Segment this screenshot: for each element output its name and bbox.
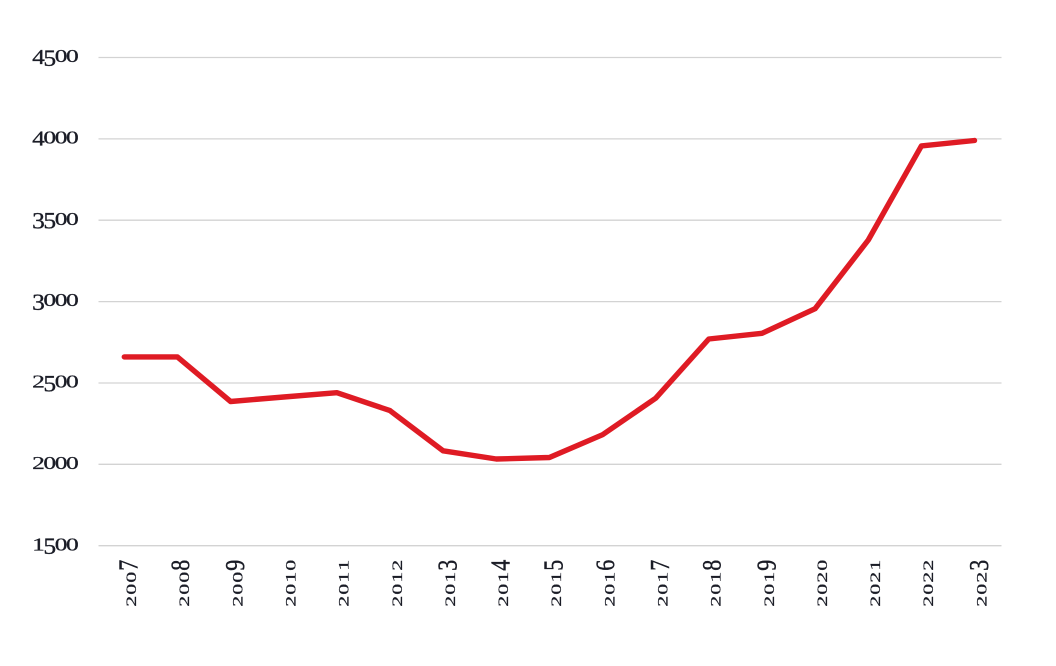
svg-text:0: 0 — [231, 584, 246, 595]
svg-text:4: 4 — [32, 46, 45, 69]
svg-text:1: 1 — [709, 572, 724, 583]
svg-text:2: 2 — [178, 596, 193, 607]
svg-text:0: 0 — [66, 371, 79, 391]
svg-text:0: 0 — [815, 584, 830, 595]
svg-text:0: 0 — [922, 584, 937, 595]
svg-text:5: 5 — [43, 208, 56, 234]
svg-text:0: 0 — [550, 584, 565, 595]
svg-text:0: 0 — [337, 584, 352, 595]
svg-text:2: 2 — [922, 560, 937, 571]
svg-text:1: 1 — [656, 572, 671, 583]
svg-text:0: 0 — [66, 46, 79, 66]
svg-text:1: 1 — [443, 572, 458, 583]
svg-text:0: 0 — [656, 584, 671, 595]
svg-text:9: 9 — [752, 560, 782, 571]
svg-text:2: 2 — [284, 596, 299, 607]
svg-text:1: 1 — [550, 572, 565, 583]
svg-text:1: 1 — [337, 572, 352, 583]
svg-text:0: 0 — [43, 127, 56, 147]
svg-text:2: 2 — [709, 596, 724, 607]
svg-text:3: 3 — [32, 208, 45, 234]
svg-text:0: 0 — [66, 127, 79, 147]
svg-text:2: 2 — [922, 572, 937, 583]
svg-text:2: 2 — [125, 596, 140, 607]
svg-text:0: 0 — [178, 584, 193, 595]
svg-text:0: 0 — [603, 584, 618, 595]
svg-text:7: 7 — [646, 560, 676, 571]
svg-text:0: 0 — [66, 453, 79, 473]
svg-text:0: 0 — [55, 534, 68, 554]
svg-text:0: 0 — [869, 584, 884, 595]
svg-text:1: 1 — [32, 534, 45, 554]
svg-text:0: 0 — [55, 127, 68, 147]
svg-text:0: 0 — [125, 584, 140, 595]
svg-text:2: 2 — [231, 596, 246, 607]
svg-text:2: 2 — [32, 453, 45, 473]
svg-text:1: 1 — [390, 572, 405, 583]
svg-text:0: 0 — [815, 560, 830, 571]
svg-text:1: 1 — [869, 560, 884, 571]
svg-text:0: 0 — [709, 584, 724, 595]
svg-text:0: 0 — [443, 584, 458, 595]
svg-text:8: 8 — [167, 560, 195, 571]
svg-text:2: 2 — [922, 596, 937, 607]
svg-text:2: 2 — [390, 560, 405, 571]
svg-text:0: 0 — [284, 560, 299, 571]
svg-text:5: 5 — [43, 46, 56, 72]
svg-text:0: 0 — [975, 584, 990, 595]
svg-text:5: 5 — [43, 534, 56, 560]
svg-text:2: 2 — [390, 596, 405, 607]
svg-text:2: 2 — [762, 596, 777, 607]
svg-text:1: 1 — [603, 572, 618, 583]
svg-text:2: 2 — [975, 596, 990, 607]
svg-text:0: 0 — [66, 290, 79, 310]
svg-text:2: 2 — [550, 596, 565, 607]
svg-text:2: 2 — [443, 596, 458, 607]
svg-text:0: 0 — [284, 584, 299, 595]
svg-text:2: 2 — [603, 596, 618, 607]
svg-text:0: 0 — [231, 572, 246, 583]
svg-text:0: 0 — [497, 584, 512, 595]
svg-text:0: 0 — [55, 46, 68, 66]
svg-text:7: 7 — [114, 560, 144, 571]
svg-text:2: 2 — [975, 572, 990, 583]
svg-text:1: 1 — [497, 572, 512, 583]
svg-text:1: 1 — [762, 572, 777, 583]
svg-text:3: 3 — [433, 560, 463, 571]
svg-text:2: 2 — [869, 596, 884, 607]
svg-text:2: 2 — [815, 572, 830, 583]
svg-text:5: 5 — [539, 560, 569, 571]
svg-text:3: 3 — [965, 560, 995, 571]
svg-text:0: 0 — [66, 534, 79, 554]
svg-text:6: 6 — [593, 560, 621, 571]
svg-text:1: 1 — [337, 560, 352, 571]
svg-text:4: 4 — [32, 127, 45, 150]
svg-text:0: 0 — [66, 209, 79, 229]
svg-text:0: 0 — [55, 453, 68, 473]
svg-text:2: 2 — [869, 572, 884, 583]
svg-text:2: 2 — [815, 596, 830, 607]
svg-text:0: 0 — [55, 290, 68, 310]
svg-text:2: 2 — [32, 371, 45, 391]
svg-text:8: 8 — [699, 560, 727, 571]
svg-text:0: 0 — [43, 453, 56, 473]
svg-text:0: 0 — [125, 572, 140, 583]
svg-text:0: 0 — [55, 371, 68, 391]
svg-text:9: 9 — [221, 560, 251, 571]
svg-text:1: 1 — [284, 572, 299, 583]
svg-text:2: 2 — [656, 596, 671, 607]
svg-text:0: 0 — [43, 290, 56, 310]
svg-text:0: 0 — [762, 584, 777, 595]
svg-text:0: 0 — [178, 572, 193, 583]
svg-text:0: 0 — [55, 209, 68, 229]
svg-text:4: 4 — [486, 559, 516, 570]
svg-text:2: 2 — [337, 596, 352, 607]
svg-text:5: 5 — [43, 371, 56, 397]
svg-text:2: 2 — [497, 596, 512, 607]
svg-text:0: 0 — [390, 584, 405, 595]
svg-text:3: 3 — [32, 290, 45, 316]
